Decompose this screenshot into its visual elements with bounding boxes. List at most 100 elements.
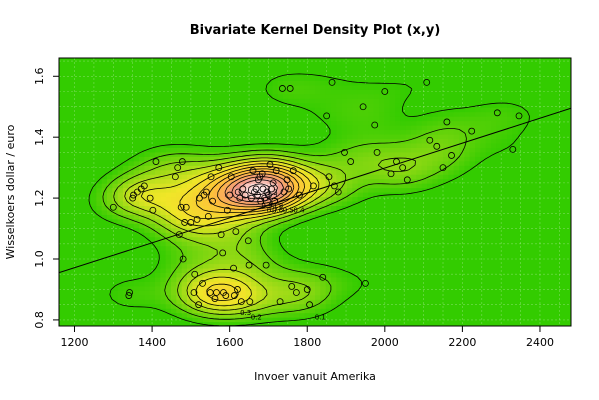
density-cell [373,187,380,193]
density-cell [315,209,321,215]
density-cell [192,276,199,282]
density-cell [203,214,209,220]
density-cell [363,138,369,144]
density-cell [341,138,348,144]
density-cell [240,196,247,202]
density-cell [208,218,215,224]
density-cell [251,272,257,278]
density-cell [491,111,497,117]
density-cell [117,169,124,175]
density-cell [245,267,252,273]
density-cell [224,169,231,175]
density-cell [496,129,503,135]
density-cell [480,151,487,157]
density-cell [315,80,321,86]
density-cell [160,259,167,265]
density-cell [453,125,460,131]
density-cell [272,254,279,260]
density-cell [352,196,359,202]
density-cell [277,192,284,198]
density-cell [283,263,289,269]
density-cell [368,102,375,108]
density-cell [213,263,220,269]
density-cell [192,254,199,260]
density-cell [464,129,471,135]
density-cell [341,93,348,99]
density-cell [197,250,204,256]
density-cell [288,290,295,296]
density-cell [261,317,268,323]
density-cell [101,209,108,215]
density-cell [320,102,327,108]
density-cell [320,142,327,148]
density-cell [347,98,353,104]
density-cell [437,151,444,157]
density-cell [101,183,108,189]
density-cell [261,178,268,184]
density-cell [213,187,220,193]
density-cell [117,281,124,287]
density-cell [256,272,263,278]
density-cell [357,133,364,139]
density-cell [149,205,156,211]
density-cell [283,93,289,99]
density-cell [251,178,257,184]
density-cell [427,129,433,135]
density-cell [139,156,145,162]
density-cell [347,133,353,139]
density-cell [117,187,124,193]
density-cell [224,299,231,305]
density-cell [464,116,471,122]
density-cell [224,267,231,273]
density-cell [123,214,129,220]
y-axis: 0.81.01.21.41.6 [33,68,60,329]
density-cell [165,272,172,278]
density-cell [267,290,273,296]
density-cell [347,147,353,153]
density-cell [395,169,401,175]
density-cell [384,107,391,113]
x-tick-label: 1600 [216,336,244,349]
density-cell [384,147,391,153]
data-point [244,237,252,245]
density-cell [171,218,177,224]
density-cell [160,205,167,211]
density-cell [219,227,225,233]
density-cell [400,169,407,175]
density-cell [176,267,183,273]
density-cell [245,205,252,211]
density-cell [352,111,359,117]
contour-line [88,73,530,326]
density-cell [315,308,321,314]
density-cell [368,160,375,166]
density-cell [432,111,439,117]
density-cell [187,232,193,238]
density-cell [336,174,343,180]
density-cell [325,272,332,278]
density-cell [395,111,401,117]
density-cell [155,272,161,278]
density-cell [277,250,284,256]
density-cell [277,267,284,273]
density-cell [379,147,385,153]
density-cell [139,281,145,287]
data-point [126,289,133,296]
density-cell [331,299,337,305]
data-point [152,158,160,165]
density-cell [203,263,209,269]
density-cell [368,84,375,90]
density-cell [405,84,412,90]
density-cell [208,241,215,247]
density-cell [160,156,167,162]
density-cell [272,80,279,86]
density-cell [320,281,327,287]
density-cell [187,299,193,305]
density-cell [149,192,156,198]
density-cell [325,209,332,215]
density-cell [288,192,295,198]
density-cell [187,245,193,251]
density-cell [224,272,231,278]
density-cell [203,321,209,326]
density-cell [315,192,321,198]
density-cell [331,120,337,126]
